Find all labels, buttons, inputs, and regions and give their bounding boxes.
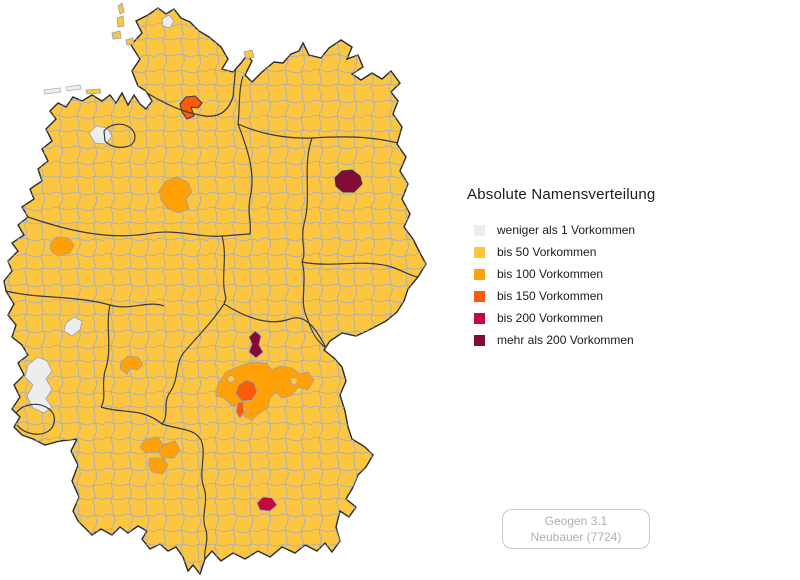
legend-swatch-up-to-100 [474, 268, 485, 280]
legend-item: bis 200 Vorkommen [467, 307, 697, 329]
region-fuerth [235, 401, 245, 419]
surname-count-label: Neubauer (7724) [530, 530, 622, 544]
legend-label: weniger als 1 Vorkommen [497, 223, 636, 237]
legend-swatch-more-than-200 [474, 334, 485, 346]
region-oldenburg [88, 125, 113, 145]
region-hamburg [179, 95, 203, 120]
legend-swatch-up-to-150 [474, 290, 485, 302]
state-borders [5, 63, 419, 560]
orange-districts [49, 176, 315, 475]
legend-label: bis 150 Vorkommen [497, 289, 604, 303]
no-data-districts [24, 14, 175, 414]
legend-swatch-up-to-200 [474, 312, 485, 324]
region-stuttgart-3 [147, 457, 169, 475]
legend-item: bis 150 Vorkommen [467, 285, 697, 307]
region-osnabrueck [49, 236, 75, 257]
legend-title: Absolute Namensverteilung [467, 186, 656, 203]
legend-item: weniger als 1 Vorkommen [467, 219, 697, 241]
region-hannover [158, 176, 193, 214]
district-mesh [4, 8, 426, 574]
region-sonneberg [248, 330, 264, 359]
geogen-version-box[interactable]: Geogen 3.1 Neubauer (7724) [502, 509, 650, 549]
legend-item: bis 100 Vorkommen [467, 263, 697, 285]
legend-label: bis 200 Vorkommen [497, 311, 604, 325]
region-flensburg [161, 14, 175, 29]
cluster-enclaves [227, 375, 298, 385]
legend-swatch-up-to-50 [474, 246, 485, 258]
app-version-label: Geogen 3.1 [544, 514, 608, 528]
region-trier [24, 356, 53, 414]
deep-orange-districts [235, 379, 258, 419]
region-nuernberg-city [235, 379, 258, 402]
east-frisian-islands [43, 84, 82, 95]
legend-label: bis 50 Vorkommen [497, 245, 597, 259]
legend: Absolute Namensverteilung weniger als 1 … [467, 186, 697, 351]
legend-label: mehr als 200 Vorkommen [497, 333, 634, 347]
legend-swatch-less-than-1 [474, 224, 485, 236]
legend-label: bis 100 Vorkommen [497, 267, 604, 281]
legend-item: mehr als 200 Vorkommen [467, 329, 697, 351]
legend-item: bis 50 Vorkommen [467, 241, 697, 263]
region-muenchen-east [256, 496, 278, 512]
region-wetterau [119, 355, 144, 375]
region-eifel [63, 316, 83, 337]
region-berlin [334, 169, 363, 193]
north-frisian-islands [85, 2, 255, 95]
